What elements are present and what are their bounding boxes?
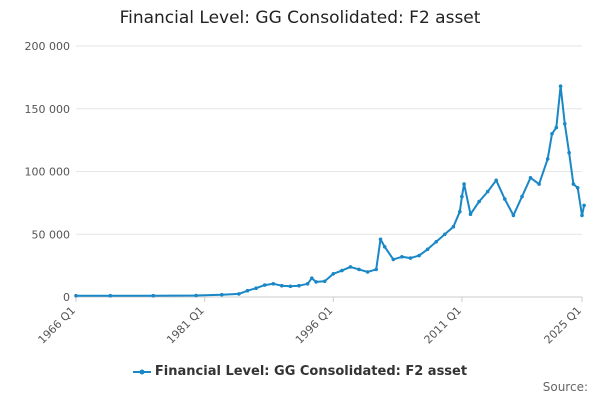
data-point[interactable] xyxy=(443,232,447,237)
y-tick-label: 150 000 xyxy=(25,103,71,116)
data-point[interactable] xyxy=(254,286,258,291)
data-point[interactable] xyxy=(528,176,533,180)
data-point[interactable] xyxy=(494,178,499,183)
data-point[interactable] xyxy=(477,199,481,204)
legend[interactable]: Financial Level: GG Consolidated: F2 ass… xyxy=(0,364,600,379)
axes: 0 50 000 100 000 150 000 200 000 1966 Q1 1981 … xyxy=(25,40,585,346)
chart-title: Financial Level: GG Consolidated: F2 ass… xyxy=(119,8,481,28)
data-point[interactable] xyxy=(382,245,387,249)
y-tick-label: 0 xyxy=(63,291,70,304)
x-tick-label: 1996 Q1 xyxy=(293,304,336,347)
grid xyxy=(76,45,582,298)
x-tick-label: 2011 Q1 xyxy=(422,304,465,347)
data-point[interactable] xyxy=(365,270,370,274)
data-point[interactable] xyxy=(434,240,439,244)
data-point[interactable] xyxy=(550,132,554,136)
data-point[interactable] xyxy=(220,292,224,297)
data-point[interactable] xyxy=(297,283,301,288)
data-point[interactable] xyxy=(280,283,284,288)
data-point[interactable] xyxy=(305,282,310,286)
data-point[interactable] xyxy=(340,268,344,273)
data-point[interactable] xyxy=(331,272,336,276)
data-point[interactable] xyxy=(468,212,473,216)
data-point[interactable] xyxy=(537,182,541,186)
legend-label: Financial Level: GG Consolidated: F2 ass… xyxy=(154,364,468,379)
data-point[interactable] xyxy=(310,276,314,281)
data-point[interactable] xyxy=(460,194,464,199)
data-point[interactable] xyxy=(458,209,462,214)
data-point[interactable] xyxy=(545,157,550,161)
x-tick-label: 2025 Q1 xyxy=(542,304,585,347)
data-point[interactable] xyxy=(374,267,379,272)
y-tick-label: 200 000 xyxy=(25,40,71,53)
data-point[interactable] xyxy=(194,293,198,298)
data-point[interactable] xyxy=(151,293,155,298)
source-label: Source: xyxy=(542,380,588,394)
data-point[interactable] xyxy=(554,125,559,130)
data-point[interactable] xyxy=(314,280,318,284)
data-point[interactable] xyxy=(563,122,567,126)
y-tick-label: 100 000 xyxy=(25,166,71,179)
data-point[interactable] xyxy=(571,182,576,186)
data-point[interactable] xyxy=(288,284,293,289)
data-point[interactable] xyxy=(378,237,383,242)
data-point[interactable] xyxy=(400,254,404,259)
data-point[interactable] xyxy=(271,282,276,286)
data-point[interactable] xyxy=(245,288,250,293)
data-point[interactable] xyxy=(417,253,421,258)
data-point[interactable] xyxy=(408,256,413,260)
data-point[interactable] xyxy=(580,213,584,218)
data-point[interactable] xyxy=(451,224,456,229)
y-tick-label: 50 000 xyxy=(32,228,71,241)
data-point[interactable] xyxy=(485,189,490,194)
x-tick-label: 1981 Q1 xyxy=(164,304,207,347)
data-point[interactable] xyxy=(567,150,571,155)
x-tick-label: 1966 Q1 xyxy=(36,304,79,347)
legend-line-icon xyxy=(132,369,151,374)
data-point[interactable] xyxy=(357,267,361,272)
data-point[interactable] xyxy=(108,293,113,298)
data-point[interactable] xyxy=(520,194,524,199)
data-point[interactable] xyxy=(503,197,507,201)
series-layer xyxy=(74,84,586,298)
data-point[interactable] xyxy=(462,182,466,186)
data-point[interactable] xyxy=(575,186,580,190)
data-point[interactable] xyxy=(511,213,516,218)
data-point[interactable] xyxy=(425,247,430,252)
data-point[interactable] xyxy=(322,279,327,284)
data-point[interactable] xyxy=(262,283,267,287)
data-point[interactable] xyxy=(237,292,241,296)
series-line[interactable] xyxy=(76,85,586,297)
data-point[interactable] xyxy=(558,84,563,88)
data-point[interactable] xyxy=(74,293,78,298)
data-point[interactable] xyxy=(582,203,586,208)
data-point[interactable] xyxy=(391,257,396,262)
data-point[interactable] xyxy=(348,265,353,269)
